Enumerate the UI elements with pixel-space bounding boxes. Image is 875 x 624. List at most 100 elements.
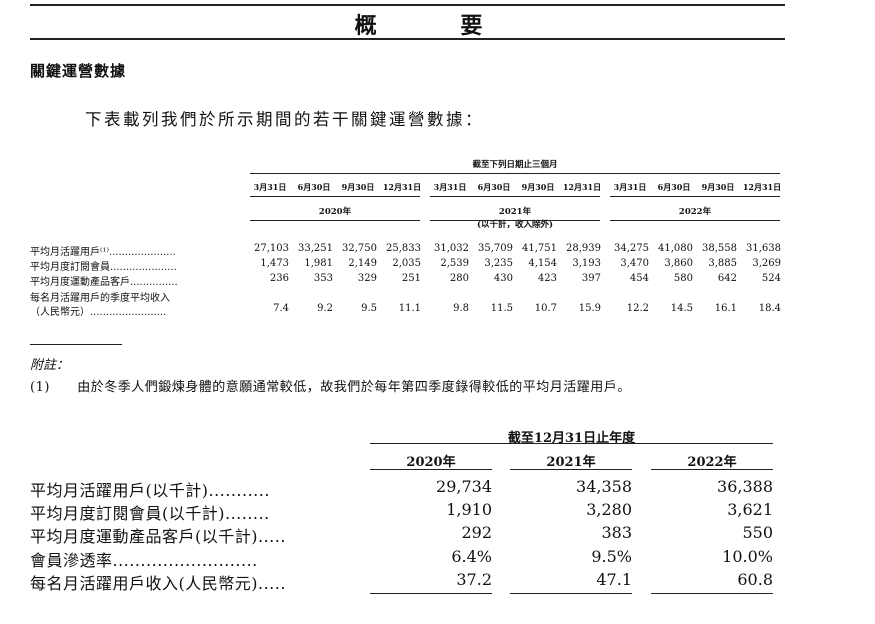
table-cell: 18.4 <box>758 303 781 314</box>
annual-row-label: 每名月活躍用戶收入(人民幣元)..... <box>30 574 286 593</box>
table-cell: 353 <box>313 273 333 284</box>
table-cell: 430 <box>493 273 513 284</box>
table-cell: 31,638 <box>746 243 781 254</box>
table-cell: 14.5 <box>670 303 693 314</box>
quarter-header: 3月31日 <box>253 182 287 192</box>
table-cell: 524 <box>761 273 781 284</box>
annual-cell: 10.0% <box>722 547 773 566</box>
table-cell: 11.5 <box>490 303 513 314</box>
annual-year-rule <box>370 469 492 470</box>
annual-cell: 36,388 <box>717 477 773 496</box>
table-cell: 7.4 <box>273 303 289 314</box>
table-cell: 9.5 <box>361 303 377 314</box>
quarter-header: 12月31日 <box>742 182 782 192</box>
intro-text: 下表載列我們於所示期間的若干關鍵運營數據： <box>85 110 484 129</box>
table-cell: 280 <box>449 273 469 284</box>
quarterly-unit-note: (以千計，收入除外) <box>476 220 554 230</box>
table-cell: 38,558 <box>702 243 737 254</box>
annual-year-header: 2021年 <box>546 455 596 470</box>
table-cell: 12.2 <box>626 303 649 314</box>
table-cell: 2,539 <box>440 258 469 269</box>
table-cell: 9.8 <box>453 303 469 314</box>
quarterly-header-rule <box>250 173 780 174</box>
year-top-rule <box>250 196 420 197</box>
annual-row-label: 會員滲透率.......................... <box>30 551 258 570</box>
annual-year-header: 2020年 <box>406 455 456 470</box>
year-top-rule <box>430 196 600 197</box>
table-cell: 11.1 <box>398 303 421 314</box>
annual-super-header: 截至12月31日止年度 <box>507 431 636 446</box>
table-cell: 3,269 <box>752 258 781 269</box>
title-rule <box>30 38 785 40</box>
annual-cell: 383 <box>601 523 632 542</box>
table-cell: 28,939 <box>566 243 601 254</box>
annual-cell: 292 <box>461 523 492 542</box>
notes-rule <box>30 344 122 345</box>
quarter-header: 9月30日 <box>701 182 735 192</box>
table-cell: 1,473 <box>260 258 289 269</box>
quarter-header: 6月30日 <box>477 182 511 192</box>
annual-bottom-rule <box>651 593 773 594</box>
year-header: 2022年 <box>678 207 712 217</box>
table-cell: 41,080 <box>658 243 693 254</box>
table-cell: 16.1 <box>714 303 737 314</box>
table-cell: 642 <box>717 273 737 284</box>
annual-cell: 9.5% <box>591 547 632 566</box>
table-cell: 10.7 <box>534 303 557 314</box>
annual-cell: 1,910 <box>446 500 492 519</box>
year-header: 2021年 <box>498 207 532 217</box>
annual-row-label: 平均月活躍用戶(以千計)........... <box>30 481 270 500</box>
annual-cell: 60.8 <box>737 570 773 589</box>
row-label: 平均月活躍用戶⁽¹⁾..................... <box>30 247 176 258</box>
table-cell: 9.2 <box>317 303 333 314</box>
table-cell: 4,154 <box>528 258 557 269</box>
table-cell: 31,032 <box>434 243 469 254</box>
quarter-header: 12月31日 <box>382 182 422 192</box>
notes-heading: 附註： <box>30 358 70 373</box>
quarter-header: 3月31日 <box>433 182 467 192</box>
table-cell: 41,751 <box>522 243 557 254</box>
table-cell: 1,981 <box>304 258 333 269</box>
table-cell: 15.9 <box>578 303 601 314</box>
quarter-header: 6月30日 <box>657 182 691 192</box>
section-title: 關鍵運營數據 <box>30 62 127 80</box>
year-bottom-rule <box>250 220 420 221</box>
row-label-cont: （人民幣元）........................ <box>30 307 167 318</box>
table-cell: 397 <box>581 273 601 284</box>
table-cell: 580 <box>673 273 693 284</box>
annual-year-rule <box>510 469 632 470</box>
table-cell: 3,193 <box>572 258 601 269</box>
year-bottom-rule <box>610 220 780 221</box>
page-title: 概 要 <box>354 13 521 39</box>
annual-year-rule <box>651 469 773 470</box>
table-cell: 32,750 <box>342 243 377 254</box>
table-cell: 33,251 <box>298 243 333 254</box>
row-label: 平均月度訂閱會員..................... <box>30 262 177 273</box>
year-top-rule <box>610 196 780 197</box>
table-cell: 329 <box>357 273 377 284</box>
table-cell: 454 <box>629 273 649 284</box>
note-number: (1) <box>30 380 50 395</box>
quarterly-super-header: 截至下列日期止三個月 <box>472 160 558 170</box>
table-cell: 27,103 <box>254 243 289 254</box>
quarter-header: 9月30日 <box>341 182 375 192</box>
table-cell: 2,149 <box>348 258 377 269</box>
annual-cell: 34,358 <box>576 477 632 496</box>
table-cell: 34,275 <box>614 243 649 254</box>
year-header: 2020年 <box>318 207 352 217</box>
table-cell: 35,709 <box>478 243 513 254</box>
table-cell: 251 <box>401 273 421 284</box>
annual-row-label: 平均月度訂閱會員(以千計)........ <box>30 504 270 523</box>
annual-cell: 47.1 <box>596 570 632 589</box>
annual-row-label: 平均月度運動產品客戶(以千計)..... <box>30 527 286 546</box>
annual-cell: 37.2 <box>456 570 492 589</box>
annual-year-header: 2022年 <box>687 455 737 470</box>
annual-cell: 550 <box>742 523 773 542</box>
row-label: 每名月活躍用戶的季度平均收入 <box>30 293 170 304</box>
quarter-header: 12月31日 <box>562 182 602 192</box>
annual-cell: 29,734 <box>436 477 492 496</box>
table-cell: 3,885 <box>708 258 737 269</box>
note-text: 由於冬季人們鍛煉身體的意願通常較低，故我們於每年第四季度錄得較低的平均月活躍用戶… <box>77 380 631 395</box>
annual-cell: 3,621 <box>727 500 773 519</box>
table-cell: 3,470 <box>620 258 649 269</box>
